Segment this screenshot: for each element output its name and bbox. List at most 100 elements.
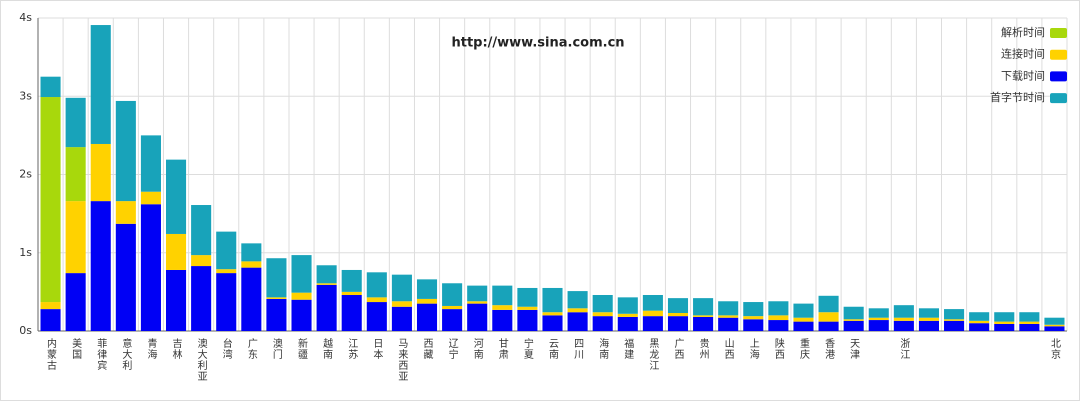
bar-segment [140, 191, 161, 205]
bar-segment [743, 316, 764, 320]
legend-label: 首字节时间 [990, 90, 1045, 104]
legend-label: 下载时间 [1001, 69, 1045, 82]
bar-segment [291, 292, 312, 300]
bar-segment [366, 272, 387, 298]
x-tick-label: 马来西亚 [396, 338, 408, 382]
bar-segment [893, 320, 914, 331]
bar-segment [140, 135, 161, 192]
bar-segment [241, 261, 262, 268]
bar-segment [718, 301, 739, 316]
bar-segment [341, 269, 362, 292]
bar-segment [693, 315, 714, 317]
bar-segment [969, 320, 990, 324]
bar-segment [65, 273, 86, 331]
bar-segment [65, 201, 86, 274]
bar-segment [90, 201, 111, 331]
x-tick-label: 内蒙古 [45, 337, 57, 371]
bar-segment [241, 243, 262, 262]
bar-segment [868, 308, 889, 318]
bar-segment [567, 291, 588, 309]
x-tick-label: 北京 [1048, 338, 1060, 360]
annotation: http://www.sina.com.cn [451, 36, 624, 51]
bar-segment [1044, 317, 1065, 325]
bar-segment [617, 316, 638, 331]
bar-segment [191, 266, 212, 331]
bar-segment [492, 309, 513, 331]
bar-segment [944, 309, 965, 320]
bar-segment [40, 309, 61, 331]
y-tick-label: 2s [19, 168, 32, 181]
bar-segment [1044, 324, 1065, 327]
bar-segment [918, 317, 940, 321]
legend-swatch [1050, 71, 1067, 82]
x-tick-label: 越南 [321, 337, 333, 360]
x-tick-label: 澳门 [270, 337, 282, 360]
bar-segment [893, 317, 914, 321]
bar-segment [743, 302, 764, 317]
x-tick-label: 海南 [597, 337, 609, 360]
x-tick-label: 陕西 [772, 337, 784, 360]
bar-segment [667, 313, 689, 317]
bar-segment [793, 303, 814, 318]
bar-segment [1019, 323, 1040, 331]
x-tick-label: 吉林 [170, 338, 182, 360]
bar-segment [65, 97, 86, 148]
bar-segment [241, 267, 262, 331]
bar-segment [718, 317, 739, 331]
y-tick-label: 4s [19, 11, 32, 24]
bar-segment [768, 320, 789, 331]
bar-segment [718, 315, 739, 318]
x-tick-label: 辽宁 [446, 338, 458, 360]
bar-segment [467, 301, 488, 304]
x-tick-label: 西藏 [421, 338, 433, 360]
bar-segment [693, 316, 714, 331]
bar-segment [140, 204, 161, 331]
bar-segment [969, 312, 990, 321]
bar-segment [492, 305, 513, 310]
x-tick-label: 台湾 [220, 337, 232, 360]
bar-segment [191, 255, 212, 267]
bar-segment [442, 305, 463, 310]
x-tick-label: 天津 [848, 338, 860, 360]
bar-segment [416, 298, 438, 304]
bar-segment [467, 285, 488, 302]
x-tick-label: 日本 [371, 338, 383, 360]
x-tick-label: 美国 [70, 337, 82, 360]
bar-segment [341, 291, 362, 296]
bar-segment [391, 306, 412, 331]
bar-segment [517, 287, 538, 307]
bar-segment [693, 298, 714, 316]
bar-segment [793, 317, 814, 322]
bar-segment [994, 323, 1015, 331]
bar-segment [165, 159, 187, 234]
x-tick-label: 江苏 [346, 338, 358, 360]
bar-segment [843, 320, 864, 331]
bar-segment [40, 76, 61, 98]
bar-segment [191, 205, 212, 256]
bar-segment [266, 298, 287, 331]
bar-segment [944, 319, 965, 321]
x-tick-label: 澳大利亚 [195, 337, 207, 382]
y-tick-label: 1s [19, 246, 32, 259]
bar-segment [768, 315, 789, 321]
bar-segment [818, 321, 839, 331]
legend-swatch [1050, 93, 1067, 104]
bar-segment [667, 298, 689, 314]
bar-segment [442, 283, 463, 306]
bar-segment [743, 319, 764, 331]
bar-segment [216, 273, 237, 331]
bar-segment [391, 301, 412, 307]
bar-segment [542, 315, 563, 331]
bar-segment [592, 312, 613, 317]
bar-segment [667, 316, 689, 331]
bar-segment [115, 201, 136, 224]
bar-segment [893, 305, 914, 318]
bar-segment [90, 143, 111, 202]
bar-segment [341, 295, 362, 331]
x-tick-label: 意大利 [120, 337, 132, 371]
x-tick-label: 黑龙江 [647, 338, 659, 371]
bar-segment [216, 269, 237, 274]
x-tick-label: 青海 [145, 337, 157, 360]
bar-segment [266, 258, 287, 298]
